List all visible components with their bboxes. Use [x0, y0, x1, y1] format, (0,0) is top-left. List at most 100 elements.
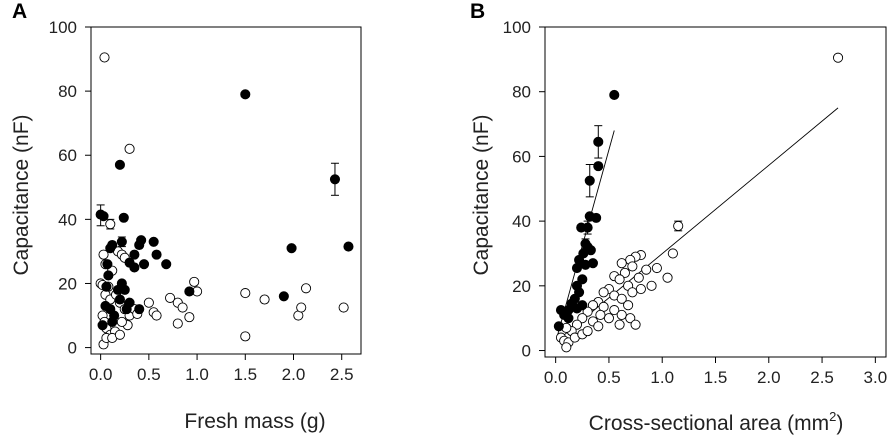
panel-a-open-point [189, 276, 200, 287]
panel-b-y-tick-label: 20 [512, 277, 531, 296]
panel-a-open-point [184, 312, 195, 323]
panel-a-open-point [240, 331, 251, 342]
panel-b-open-point [627, 287, 638, 298]
panel-a-filled-point [118, 212, 129, 223]
panel-a-y-tick-label: 100 [49, 18, 77, 37]
panel-a-open-point [165, 292, 176, 303]
panel-b-open-point [623, 300, 634, 311]
panel-b-open-point [614, 319, 625, 330]
panel-a-filled-point [107, 239, 118, 251]
panel-b-filled-point [577, 274, 588, 285]
panel-a-filled-point [148, 236, 159, 247]
panel-a-open-point [116, 316, 127, 327]
panel-b-filled-point [584, 211, 595, 222]
panel-b-open-point [616, 258, 627, 269]
panel-b-open-point [598, 287, 609, 298]
panel-a-filled-point [161, 259, 172, 270]
panel-b-open-point [582, 326, 593, 337]
panel-a-open-point [105, 219, 116, 230]
panel-a-filled-point [129, 249, 140, 260]
panel-b-open-point [614, 274, 625, 285]
panel-b-open-point [651, 262, 662, 274]
panel-b-x-axis-label-main: Cross-sectional area (mm [589, 412, 829, 435]
panel-b-open-point [627, 261, 638, 272]
panel-a-filled-point [109, 310, 120, 321]
panel-a-open-point [124, 143, 135, 154]
panel-a-open-point [338, 302, 349, 313]
panel-b-filled-point [587, 258, 599, 269]
panel-a-filled-point [343, 241, 354, 252]
panel-b-filled-point [574, 287, 585, 298]
panel-b-x-tick-label: 0.5 [597, 368, 621, 387]
panel-a-filled-point [103, 270, 114, 281]
panel-a-open-point [172, 318, 183, 329]
panel-b-x-tick-label: 1.5 [704, 368, 728, 387]
panel-b-y-tick-label: 40 [512, 212, 531, 231]
panel-b-y-tick-label: 0 [522, 342, 531, 361]
panel-b-open-point [609, 305, 620, 316]
panel-b-open-point [561, 342, 572, 353]
panel-b-x-tick-label: 0.0 [544, 368, 568, 387]
panel-a-x-axis-label: Fresh mass (g) [184, 410, 325, 433]
panel-a-y-tick-label: 20 [58, 274, 77, 293]
panel-a-filled-point [136, 235, 147, 246]
panel-b-x-axis-label-suffix: ) [836, 412, 843, 435]
panel-a-filled-point [286, 243, 297, 254]
panel-a-open-point [99, 52, 110, 63]
panel-a-filled-point [278, 291, 289, 302]
panel-a-x-tick-label: 0.0 [89, 365, 113, 384]
panel-b-open-point [633, 272, 644, 283]
panel-b-regression-line [557, 130, 615, 335]
panel-b-filled-point [576, 222, 587, 233]
panel-a-filled-point [116, 236, 127, 247]
panel-a-open-point [300, 283, 312, 294]
panel-a-x-tick-label: 2.0 [282, 365, 306, 384]
panel-a-filled-point [124, 297, 135, 308]
panel-b-open-point [616, 309, 627, 320]
panel-a-x-tick-label: 1.5 [233, 365, 257, 384]
panel-a-x-tick-label: 1.0 [185, 365, 209, 384]
panel-a-letter: A [12, 0, 27, 23]
panel-b-open-point [593, 321, 604, 332]
panel-b-filled-point [609, 89, 620, 100]
panel-a-filled-point [98, 211, 109, 222]
panel-b-open-point [673, 220, 684, 232]
panel-b-open-point [577, 313, 588, 324]
panel-a-filled-point [97, 320, 108, 331]
panel-b-x-axis-label: Cross-sectional area (mm2) [589, 409, 844, 435]
panel-a-filled-point [102, 259, 113, 270]
panel-a-open-point [259, 294, 270, 305]
panel-a-filled-point [114, 159, 125, 170]
panel-a-open-point [177, 302, 188, 313]
panel-a-open-point [151, 310, 162, 321]
panel-b-y-tick-label: 100 [503, 18, 531, 37]
panel-a-filled-point [151, 249, 162, 260]
panel-a-y-tick-label: 80 [58, 82, 77, 101]
panel-a-open-point [240, 288, 251, 299]
panel-b-open-point [619, 267, 630, 278]
panel-b-open-point [646, 280, 657, 291]
panel-b-regression-line [560, 107, 839, 338]
panel-b-open-point [582, 306, 593, 317]
panel-b-filled-point [553, 321, 564, 332]
panel-a-filled-point [240, 89, 251, 100]
panel-b-open-point [625, 313, 636, 324]
panel-b-open-point [635, 284, 646, 295]
panel-a-filled-point [138, 259, 150, 270]
panel-a-filled-point [114, 294, 125, 305]
panel-b-x-tick-label: 2.0 [757, 368, 781, 387]
panel-b-open-point [595, 309, 606, 320]
panel-b-filled-point [584, 175, 595, 186]
panel-a-filled-point [112, 284, 124, 295]
panel-b-filled-point [577, 300, 588, 311]
panel-a-y-axis-label: Capacitance (nF) [10, 114, 33, 275]
panel-a-filled-point [129, 262, 140, 273]
panel-b-open-point [832, 52, 844, 63]
panel-b-filled-point [559, 309, 570, 320]
panel-b-x-axis-label-superscript: 2 [829, 409, 836, 424]
panel-b-open-point [662, 272, 673, 283]
panel-a-y-tick-label: 0 [68, 339, 77, 358]
panel-b-x-tick-label: 2.5 [810, 368, 834, 387]
panel-b-y-tick-label: 80 [512, 83, 531, 102]
